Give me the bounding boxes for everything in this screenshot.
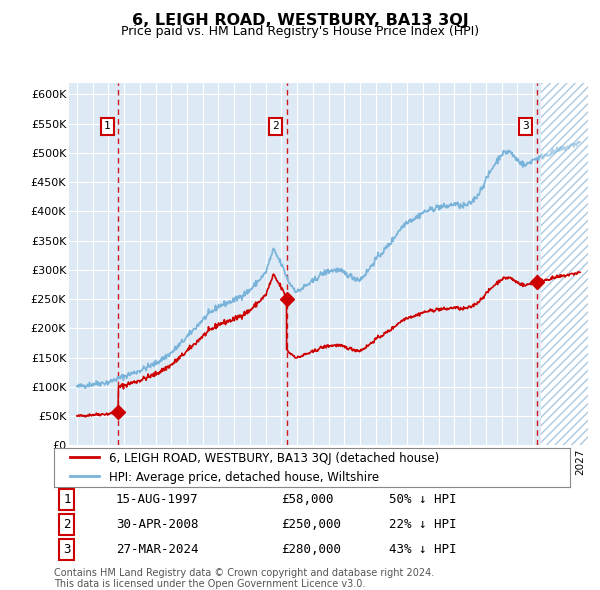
Bar	[541, 83, 588, 445]
Bar	[541, 83, 588, 445]
Text: £280,000: £280,000	[281, 543, 341, 556]
Text: £58,000: £58,000	[281, 493, 334, 506]
Text: 50% ↓ HPI: 50% ↓ HPI	[389, 493, 457, 506]
Text: 2: 2	[63, 518, 71, 531]
Text: 27-MAR-2024: 27-MAR-2024	[116, 543, 199, 556]
Legend: 6, LEIGH ROAD, WESTBURY, BA13 3QJ (detached house), HPI: Average price, detached: 6, LEIGH ROAD, WESTBURY, BA13 3QJ (detac…	[65, 447, 444, 489]
Text: 1: 1	[63, 493, 71, 506]
Text: 3: 3	[522, 122, 529, 132]
Text: Price paid vs. HM Land Registry's House Price Index (HPI): Price paid vs. HM Land Registry's House …	[121, 25, 479, 38]
Text: 15-AUG-1997: 15-AUG-1997	[116, 493, 199, 506]
Text: 30-APR-2008: 30-APR-2008	[116, 518, 199, 531]
Text: 22% ↓ HPI: 22% ↓ HPI	[389, 518, 457, 531]
Text: Contains HM Land Registry data © Crown copyright and database right 2024.
This d: Contains HM Land Registry data © Crown c…	[54, 568, 434, 589]
Text: 2: 2	[272, 122, 279, 132]
Text: 1: 1	[104, 122, 110, 132]
Text: 43% ↓ HPI: 43% ↓ HPI	[389, 543, 457, 556]
Text: £250,000: £250,000	[281, 518, 341, 531]
Text: 6, LEIGH ROAD, WESTBURY, BA13 3QJ: 6, LEIGH ROAD, WESTBURY, BA13 3QJ	[131, 13, 469, 28]
Text: 3: 3	[63, 543, 71, 556]
